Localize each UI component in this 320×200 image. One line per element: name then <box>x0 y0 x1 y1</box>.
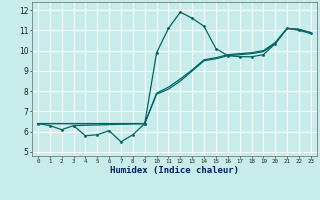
X-axis label: Humidex (Indice chaleur): Humidex (Indice chaleur) <box>110 166 239 175</box>
